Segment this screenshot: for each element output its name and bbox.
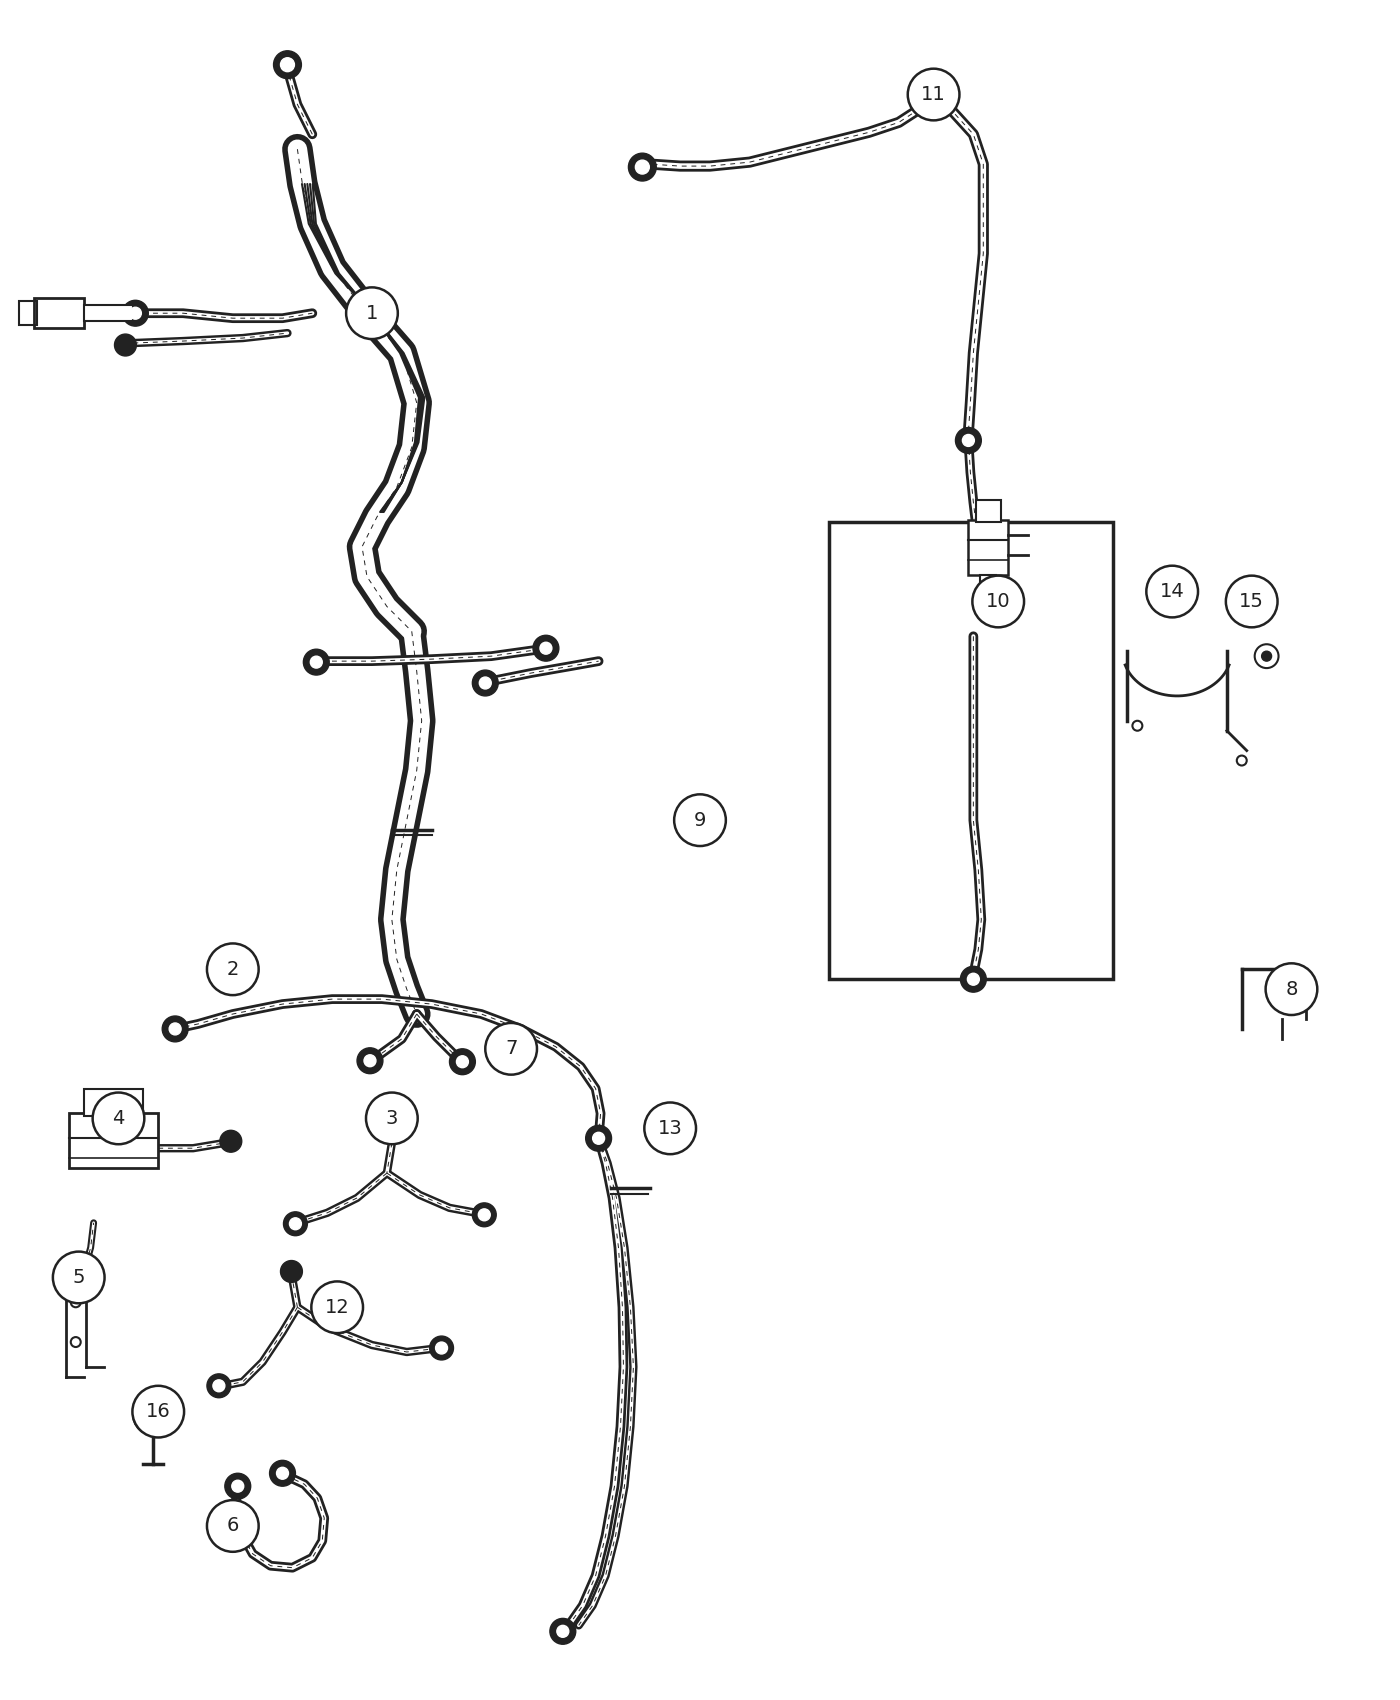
Text: 9: 9 [694, 811, 706, 830]
Bar [84, 306, 133, 321]
Circle shape [1147, 566, 1198, 617]
Circle shape [225, 1474, 251, 1499]
Circle shape [550, 1618, 575, 1644]
Text: 12: 12 [325, 1297, 350, 1318]
Circle shape [435, 1341, 448, 1353]
Bar [20, 301, 36, 325]
Circle shape [1254, 644, 1278, 668]
Bar [980, 575, 997, 595]
Bar [34, 298, 84, 328]
Circle shape [207, 1499, 259, 1552]
Text: 7: 7 [505, 1039, 518, 1059]
Circle shape [381, 1100, 403, 1122]
Circle shape [277, 1467, 288, 1479]
Bar [976, 500, 1001, 522]
Text: 4: 4 [112, 1108, 125, 1127]
Circle shape [585, 1125, 612, 1151]
Circle shape [973, 576, 1023, 627]
Circle shape [967, 974, 980, 986]
Circle shape [955, 427, 981, 454]
Text: 6: 6 [227, 1516, 239, 1535]
Circle shape [220, 1130, 242, 1153]
Circle shape [53, 1251, 105, 1304]
Text: 14: 14 [1159, 581, 1184, 602]
Bar [829, 522, 1113, 979]
Circle shape [364, 1054, 377, 1066]
Text: 8: 8 [1285, 979, 1298, 998]
Circle shape [122, 301, 148, 326]
Text: 13: 13 [658, 1119, 683, 1137]
Circle shape [472, 670, 498, 695]
Text: 16: 16 [146, 1402, 171, 1421]
Circle shape [533, 636, 559, 661]
Circle shape [920, 68, 948, 97]
Circle shape [629, 153, 657, 180]
Circle shape [280, 1260, 302, 1282]
Circle shape [927, 75, 941, 90]
Text: 2: 2 [227, 960, 239, 979]
Circle shape [1226, 576, 1278, 627]
Circle shape [304, 649, 329, 675]
Circle shape [449, 1049, 476, 1074]
Circle shape [675, 794, 725, 847]
Circle shape [365, 1093, 417, 1144]
Circle shape [280, 58, 294, 71]
Circle shape [129, 308, 141, 320]
Circle shape [636, 160, 650, 173]
Circle shape [479, 677, 491, 688]
Bar [69, 1114, 158, 1168]
Circle shape [169, 1023, 181, 1035]
Circle shape [311, 656, 322, 668]
Circle shape [907, 68, 959, 121]
Circle shape [92, 1093, 144, 1144]
Circle shape [540, 643, 552, 654]
Circle shape [357, 1047, 382, 1074]
Circle shape [273, 51, 301, 78]
Circle shape [557, 1625, 568, 1637]
Circle shape [430, 1336, 454, 1360]
Circle shape [486, 1023, 538, 1074]
Circle shape [283, 1212, 308, 1236]
Circle shape [1266, 964, 1317, 1015]
Circle shape [207, 944, 259, 994]
Circle shape [162, 1017, 188, 1042]
Text: 10: 10 [986, 592, 1011, 610]
Circle shape [962, 435, 974, 447]
Circle shape [146, 1406, 161, 1423]
Circle shape [133, 1394, 174, 1435]
Circle shape [270, 1460, 295, 1486]
Circle shape [960, 966, 986, 993]
Circle shape [472, 1204, 496, 1227]
Circle shape [311, 1282, 363, 1333]
Circle shape [290, 1217, 301, 1229]
Text: 1: 1 [365, 304, 378, 323]
Circle shape [592, 1132, 605, 1144]
Bar [84, 1088, 143, 1117]
Bar [969, 520, 1008, 575]
Circle shape [213, 1380, 225, 1392]
Text: 15: 15 [1239, 592, 1264, 610]
Text: 3: 3 [385, 1108, 398, 1127]
Circle shape [1261, 651, 1271, 661]
Text: 11: 11 [921, 85, 946, 104]
Circle shape [644, 1103, 696, 1154]
Circle shape [456, 1056, 469, 1068]
Circle shape [232, 1481, 244, 1493]
Circle shape [207, 1374, 231, 1397]
Circle shape [479, 1209, 490, 1221]
Circle shape [346, 287, 398, 338]
Circle shape [133, 1386, 183, 1438]
Circle shape [115, 335, 136, 355]
Text: 5: 5 [73, 1268, 85, 1287]
